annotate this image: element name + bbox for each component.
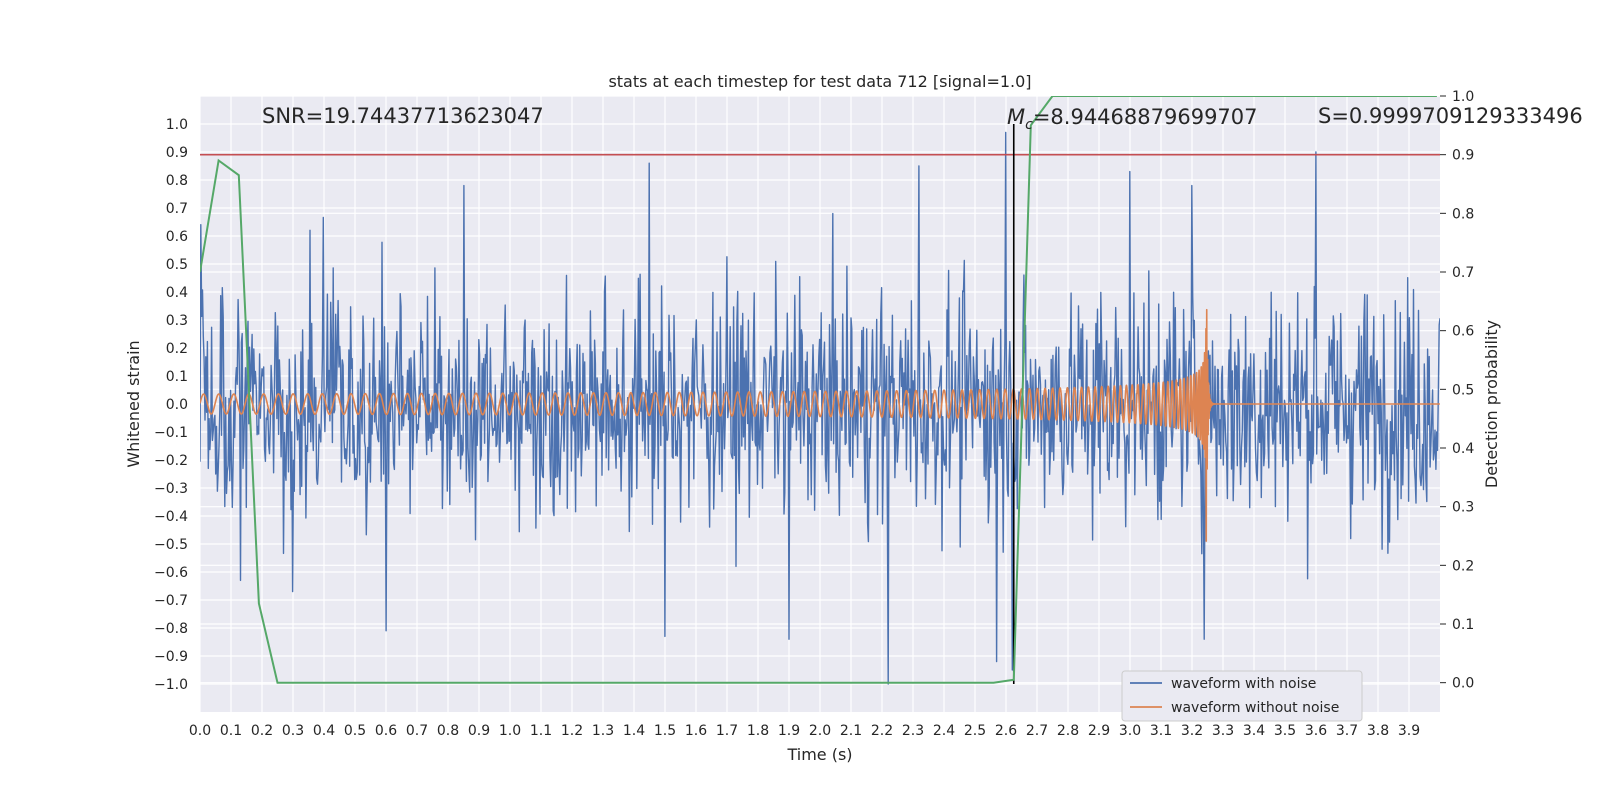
x-tick-label: 1.9 — [778, 723, 800, 739]
x-tick-label: 1.7 — [716, 723, 738, 739]
y-tick-label-left: −0.5 — [154, 537, 188, 553]
y-tick-label-left: 0.9 — [166, 145, 188, 161]
x-tick-label: 2.1 — [840, 723, 862, 739]
x-tick-label: 2.3 — [902, 723, 924, 739]
x-tick-label: 2.2 — [871, 723, 893, 739]
x-tick-label: 3.5 — [1274, 723, 1296, 739]
x-tick-label: 0.1 — [220, 723, 242, 739]
y-tick-label-left: −0.2 — [154, 453, 188, 469]
x-axis-ticks: 0.0 0.1 0.2 0.3 0.4 0.5 0.6 0.7 0.8 0.9 1.0 1.1 1.2 1… — [189, 723, 1420, 739]
legend-label-noisy: waveform with noise — [1171, 676, 1316, 692]
y-tick-label-right: 1.0 — [1452, 89, 1474, 105]
x-tick-label: 2.5 — [964, 723, 986, 739]
x-tick-label: 0.9 — [468, 723, 490, 739]
x-tick-label: 3.8 — [1367, 723, 1389, 739]
y-tick-label-left: −0.4 — [154, 509, 188, 525]
x-tick-label: 0.8 — [437, 723, 459, 739]
y-tick-label-right: 0.6 — [1452, 324, 1474, 340]
x-tick-label: 2.4 — [933, 723, 955, 739]
x-tick-label: 1.4 — [623, 723, 645, 739]
chirp-mass-annotation: Mc=8.94468879699707 — [1007, 105, 1258, 133]
x-tick-label: 0.0 — [189, 723, 211, 739]
y-tick-label-left: 0.7 — [166, 201, 188, 217]
x-tick-label: 3.3 — [1212, 723, 1234, 739]
x-tick-label: 3.7 — [1336, 723, 1358, 739]
y-tick-label-right: 0.5 — [1452, 382, 1474, 398]
chirp-mass-value: =8.94468879699707 — [1033, 105, 1258, 129]
y-tick-label-left: −0.6 — [154, 565, 188, 581]
legend: waveform with noise waveform without noi… — [1121, 670, 1363, 722]
y-axis-label-left: Whitened strain — [124, 340, 143, 467]
y-tick-label-right: 0.1 — [1452, 617, 1474, 633]
y-axis-label-right: Detection probability — [1482, 320, 1501, 488]
x-tick-label: 0.4 — [313, 723, 335, 739]
y-tick-label-left: −0.7 — [154, 593, 188, 609]
series-line-noisy-waveform — [200, 131, 1440, 685]
y-tick-label-right: 0.9 — [1452, 148, 1474, 164]
series-line-detection-probability — [200, 96, 1437, 684]
y-tick-label-left: 0.6 — [166, 229, 188, 245]
y-tick-label-left: 0.3 — [166, 313, 188, 329]
x-tick-label: 1.5 — [654, 723, 676, 739]
x-tick-label: 2.8 — [1057, 723, 1079, 739]
series-line-clean-waveform — [200, 308, 1440, 542]
y-tick-label-right: 0.2 — [1452, 558, 1474, 574]
y-tick-label-right: 0.8 — [1452, 206, 1474, 222]
y-tick-label-left: 1.0 — [166, 117, 188, 133]
y-tick-label-left: 0.1 — [166, 369, 188, 385]
x-tick-label: 1.3 — [592, 723, 614, 739]
x-tick-label: 2.7 — [1026, 723, 1048, 739]
y-tick-label-left: 0.8 — [166, 173, 188, 189]
y-axis-ticks-right: 0.0 0.1 0.2 0.3 0.4 0.5 0.6 0.7 0.8 0.9 1.0 — [1440, 89, 1474, 692]
x-tick-label: 2.0 — [809, 723, 831, 739]
y-tick-label-left: 0.4 — [166, 285, 188, 301]
y-tick-label-right: 0.7 — [1452, 265, 1474, 281]
x-tick-label: 1.8 — [747, 723, 769, 739]
chirp-mass-subscript: c — [1025, 117, 1033, 133]
x-tick-label: 3.1 — [1150, 723, 1172, 739]
probability-series — [200, 96, 1438, 684]
y-tick-label-right: 0.3 — [1452, 500, 1474, 516]
x-tick-label: 3.6 — [1305, 723, 1327, 739]
x-tick-label: 0.3 — [282, 723, 304, 739]
y-tick-label-left: 0.5 — [166, 257, 188, 273]
x-tick-label: 0.5 — [344, 723, 366, 739]
y-tick-label-left: −0.8 — [154, 621, 188, 637]
x-tick-label: 3.2 — [1181, 723, 1203, 739]
y-tick-label-left: 0.2 — [166, 341, 188, 357]
x-tick-label: 3.4 — [1243, 723, 1265, 739]
significance-annotation: S=0.9999709129333496 — [1318, 104, 1583, 128]
snr-annotation: SNR=19.74437713623047 — [262, 104, 544, 128]
x-tick-label: 0.7 — [406, 723, 428, 739]
x-tick-label: 0.2 — [251, 723, 273, 739]
chart-title: stats at each timestep for test data 712… — [608, 72, 1031, 91]
y-tick-label-right: 0.0 — [1452, 676, 1474, 692]
y-tick-label-left: −0.1 — [154, 425, 188, 441]
y-tick-label-left: −0.9 — [154, 649, 188, 665]
x-tick-label: 1.2 — [561, 723, 583, 739]
x-tick-label: 1.6 — [685, 723, 707, 739]
x-tick-label: 2.9 — [1088, 723, 1110, 739]
y-tick-label-right: 0.4 — [1452, 441, 1474, 457]
x-tick-label: 2.6 — [995, 723, 1017, 739]
y-axis-ticks-left: −1.0 −0.9 −0.8 −0.7 −0.6 −0.5 −0.4 −0.3 −0.2 −0.1… — [154, 117, 188, 693]
y-tick-label-left: −1.0 — [154, 677, 188, 693]
x-tick-label: 0.6 — [375, 723, 397, 739]
y-tick-label-left: −0.3 — [154, 481, 188, 497]
x-tick-label: 3.0 — [1119, 723, 1141, 739]
chirp-mass-symbol: M — [1007, 105, 1025, 129]
y-tick-label-left: 0.0 — [166, 397, 188, 413]
legend-label-clean: waveform without noise — [1171, 700, 1339, 716]
x-tick-label: 1.0 — [499, 723, 521, 739]
x-axis-label: Time (s) — [786, 745, 852, 764]
x-tick-label: 3.9 — [1398, 723, 1420, 739]
x-tick-label: 1.1 — [530, 723, 552, 739]
legend-box — [1121, 670, 1363, 722]
